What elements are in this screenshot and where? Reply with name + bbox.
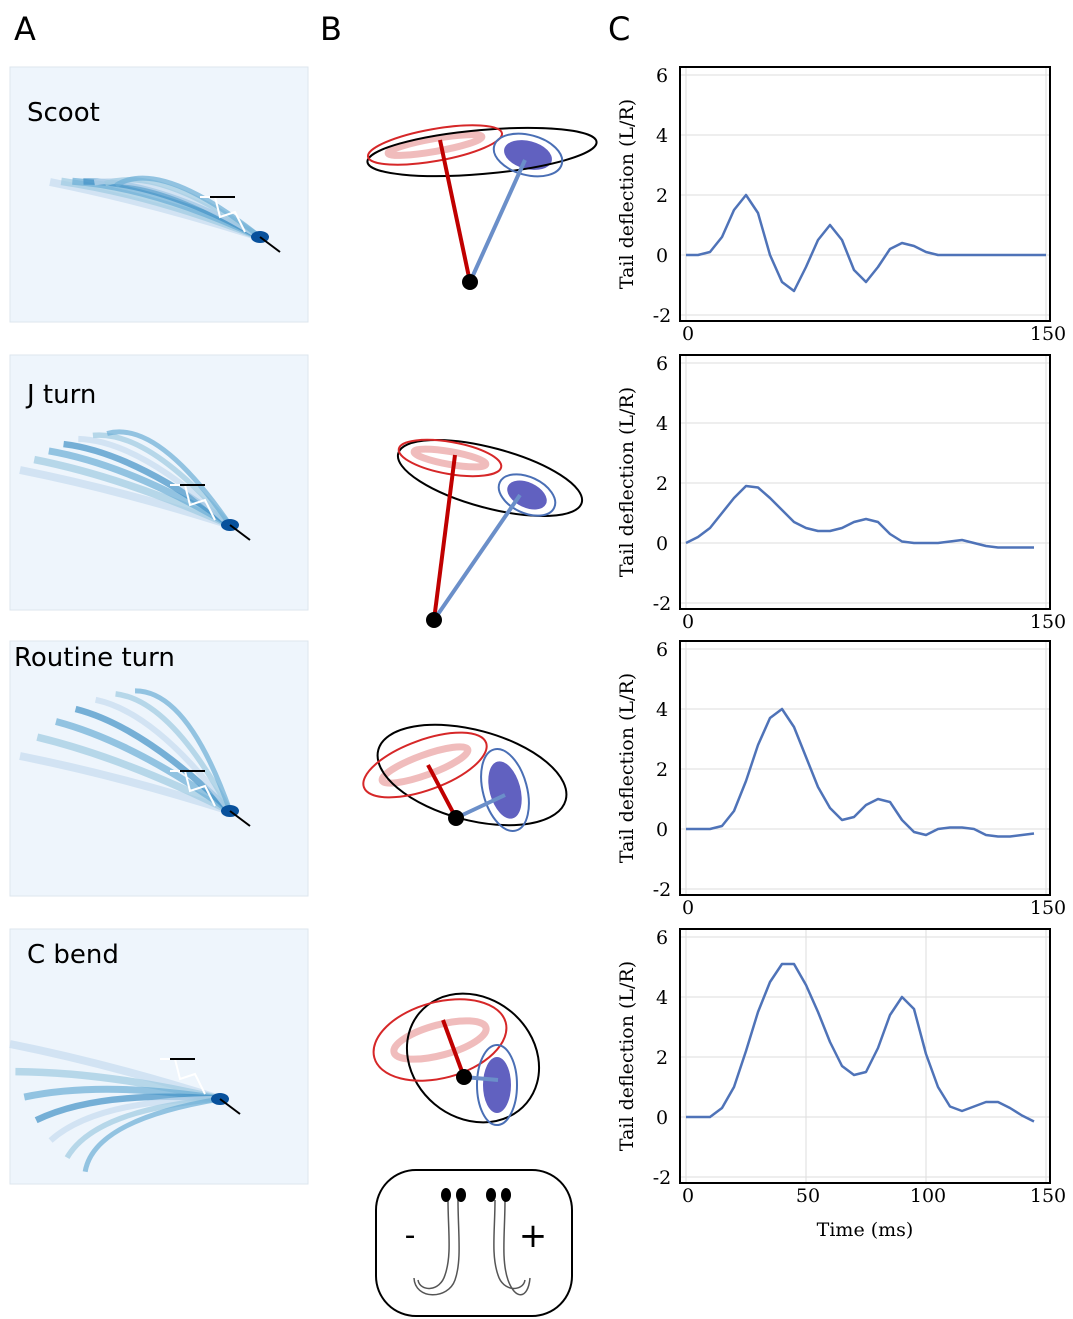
y-tick-label: 2 <box>656 473 668 495</box>
y-axis-label: Tail deflection (L/R) <box>616 99 638 289</box>
black-ellipse <box>367 706 578 843</box>
y-tick-label: 4 <box>656 987 668 1009</box>
x-tick-label: 0 <box>682 897 694 919</box>
x-tick-label: 150 <box>1030 611 1066 633</box>
x-axis-label: Time (ms) <box>817 1219 914 1241</box>
y-tick-label: 0 <box>656 533 668 555</box>
red-ellipse <box>355 719 494 810</box>
y-tick-label: 2 <box>656 1047 668 1069</box>
y-tick-label: -2 <box>653 593 672 615</box>
pivot <box>448 810 464 826</box>
behavior-label: C bend <box>27 940 119 970</box>
red-body <box>413 445 487 470</box>
pivot <box>462 274 478 290</box>
pivot <box>426 612 442 628</box>
behavior-label: Scoot <box>27 98 100 128</box>
pivot <box>456 1069 472 1085</box>
y-tick-label: 2 <box>656 759 668 781</box>
behavior-label: J turn <box>25 380 96 410</box>
plot-frame <box>680 929 1050 1183</box>
y-tick-label: 6 <box>656 927 668 949</box>
blue-body <box>483 758 528 823</box>
x-tick-label: 150 <box>1030 1185 1066 1207</box>
x-tick-label: 50 <box>796 1185 820 1207</box>
red-body <box>390 1013 490 1067</box>
x-tick-label: 100 <box>910 1185 946 1207</box>
x-tick-label: 0 <box>682 323 694 345</box>
behavior-label: Routine turn <box>14 643 175 673</box>
red-vector <box>440 140 470 282</box>
sign-plus: + <box>519 1216 548 1256</box>
plot-frame <box>680 67 1050 321</box>
blue-vector <box>470 160 525 282</box>
y-tick-label: 6 <box>656 353 668 375</box>
y-axis-label: Tail deflection (L/R) <box>616 387 638 577</box>
data-line <box>686 709 1034 837</box>
y-tick-label: 4 <box>656 125 668 147</box>
y-tick-label: 0 <box>656 245 668 267</box>
y-tick-label: -2 <box>653 1167 672 1189</box>
y-tick-label: 4 <box>656 413 668 435</box>
x-tick-label: 150 <box>1030 323 1066 345</box>
y-tick-label: 0 <box>656 819 668 841</box>
y-tick-label: -2 <box>653 879 672 901</box>
figure: A B C - + Scoot J turn Routine turn C bend -… <box>0 0 1073 1319</box>
red-vector <box>428 765 456 818</box>
black-ellipse <box>381 967 565 1149</box>
data-line <box>686 195 1046 291</box>
y-tick-label: 6 <box>656 639 668 661</box>
red-ellipse <box>365 117 504 172</box>
x-tick-label: 0 <box>682 611 694 633</box>
y-axis-label: Tail deflection (L/R) <box>616 673 638 863</box>
panel-label: A <box>14 10 36 48</box>
y-tick-label: 0 <box>656 1107 668 1129</box>
plot-frame <box>680 641 1050 895</box>
y-tick-label: 2 <box>656 185 668 207</box>
panel-label: C <box>608 10 630 48</box>
y-tick-label: -2 <box>653 305 672 327</box>
blue-body <box>483 1057 511 1113</box>
x-tick-label: 0 <box>682 1185 694 1207</box>
y-tick-label: 4 <box>656 699 668 721</box>
sign-minus: - <box>405 1218 416 1253</box>
plot-frame <box>680 355 1050 609</box>
data-line <box>686 964 1034 1122</box>
x-tick-label: 150 <box>1030 897 1066 919</box>
y-axis-label: Tail deflection (L/R) <box>616 961 638 1151</box>
data-line <box>686 486 1034 548</box>
y-tick-label: 6 <box>656 65 668 87</box>
panel-label: B <box>320 10 342 48</box>
